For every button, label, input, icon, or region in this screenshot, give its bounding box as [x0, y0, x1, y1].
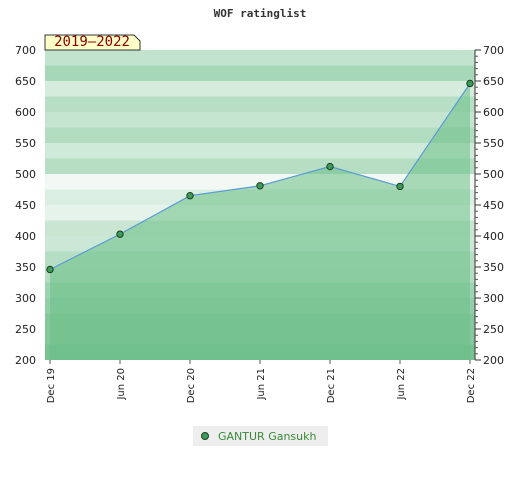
y-tick-label-right: 200	[483, 354, 504, 367]
band	[45, 112, 475, 128]
y-tick-label-right: 450	[483, 199, 504, 212]
y-tick-label-left: 300	[15, 292, 36, 305]
y-tick-label-left: 600	[15, 106, 36, 119]
x-tick-label: Dec 22	[466, 368, 477, 403]
band	[45, 158, 475, 174]
data-point	[466, 79, 474, 88]
y-tick-label-left: 700	[15, 44, 36, 57]
x-tick-label: Dec 20	[186, 368, 197, 403]
chart-title: WOF ratinglist	[214, 7, 307, 20]
y-tick-label-left: 200	[15, 354, 36, 367]
data-point	[46, 265, 54, 274]
data-point	[186, 192, 194, 200]
y-tick-label-right: 600	[483, 106, 504, 119]
y-tick-label-left: 500	[15, 168, 36, 181]
y-tick-label-right: 400	[483, 230, 504, 243]
period-badge-label: 2019–2022	[54, 34, 130, 50]
y-tick-label-right: 700	[483, 44, 504, 57]
x-axis: Dec 19 Jun 20 Dec 20 Jun 21 Dec 21 Jun 22 Dec …	[46, 360, 477, 403]
period-badge: 2019–2022	[44, 34, 141, 51]
y-tick-label-right: 350	[483, 261, 504, 274]
y-tick-label-left: 550	[15, 137, 36, 150]
data-point	[396, 182, 404, 191]
y-tick-label-right: 550	[483, 137, 504, 150]
data-point	[256, 182, 264, 190]
y-tick-label-left: 250	[15, 323, 36, 336]
x-tick-label: Dec 19	[46, 368, 57, 403]
x-tick-label: Jun 22	[396, 368, 407, 401]
legend-marker	[201, 432, 209, 440]
band	[45, 65, 475, 81]
band	[45, 127, 475, 143]
series-area	[50, 83, 470, 360]
y-tick-label-left: 450	[15, 199, 36, 212]
y-tick-label-right: 250	[483, 323, 504, 336]
y-axis-left: 200 250 300 350 400 450 500 550 600 650 700	[15, 44, 36, 367]
y-tick-label-left: 650	[15, 75, 36, 88]
y-tick-label-right: 650	[483, 75, 504, 88]
data-point	[326, 162, 334, 171]
legend: GANTUR Gansukh	[193, 426, 328, 446]
band	[45, 81, 475, 97]
band	[45, 96, 475, 112]
y-tick-label-left: 350	[15, 261, 36, 274]
y-tick-label-left: 400	[15, 230, 36, 243]
data-points	[46, 79, 474, 274]
y-tick-label-right: 300	[483, 292, 504, 305]
x-tick-label: Jun 21	[256, 368, 267, 401]
y-axis-right: 200 250 300 350 400 450 500 550 600 650 700	[474, 44, 504, 367]
legend-label: GANTUR Gansukh	[218, 430, 316, 443]
band	[45, 50, 475, 66]
band	[45, 143, 475, 159]
x-tick-label: Dec 21	[326, 368, 337, 403]
data-point	[116, 230, 124, 238]
x-tick-label: Jun 20	[116, 368, 127, 401]
y-tick-label-right: 500	[483, 168, 504, 181]
